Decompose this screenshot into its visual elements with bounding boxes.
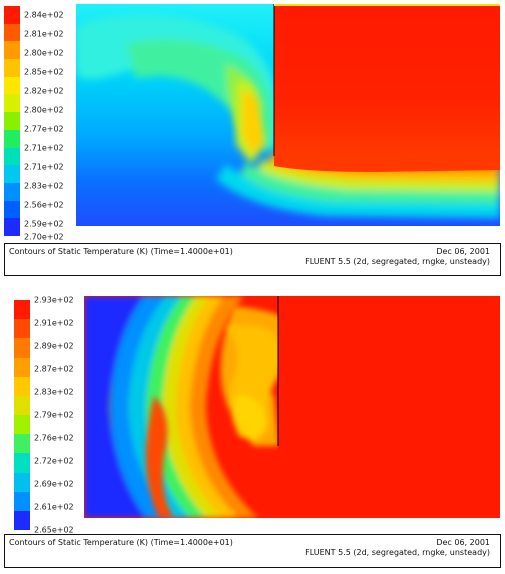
contour-figure-1: 2.84e+02 2.81e+02 2.80e+02 2.85e+02 2.82… — [0, 0, 505, 283]
legend-tick: 2.71e+02 — [24, 162, 64, 172]
caption-title: Contours of Static Temperature (K) (Time… — [9, 247, 233, 256]
legend-tick: 2.80e+02 — [24, 48, 64, 58]
hot-region-lower-edge — [274, 154, 500, 172]
legend-tick: 2.71e+02 — [24, 143, 64, 153]
contour-plot-area — [76, 4, 500, 226]
legend-tick: 2.80e+02 — [24, 105, 64, 115]
legend-tick: 2.81e+02 — [24, 29, 64, 39]
legend-tick: 2.69e+02 — [34, 479, 74, 489]
legend-tick: 2.83e+02 — [24, 181, 64, 191]
legend-tick: 2.91e+02 — [34, 318, 74, 328]
legend-tick: 2.65e+02 — [34, 525, 74, 535]
contour-plot-area — [84, 296, 500, 518]
legend-tick: 2.70e+02 — [24, 232, 64, 242]
color-legend-bar — [4, 6, 20, 236]
legend-tick: 2.79e+02 — [34, 410, 74, 420]
legend-tick: 2.76e+02 — [34, 433, 74, 443]
color-legend-bar — [14, 300, 30, 531]
hot-box — [278, 296, 500, 518]
caption-solver: FLUENT 5.5 (2d, segregated, rngke, unste… — [305, 257, 490, 266]
legend-tick: 2.87e+02 — [34, 364, 74, 374]
legend-tick: 2.72e+02 — [34, 456, 74, 466]
contour-figure-2: 2.93e+02 2.91e+02 2.89e+02 2.87e+02 2.83… — [0, 290, 505, 574]
legend-tick: 2.77e+02 — [24, 124, 64, 134]
legend-tick: 2.82e+02 — [24, 86, 64, 96]
legend-tick: 2.89e+02 — [34, 341, 74, 351]
legend-tick: 2.56e+02 — [24, 200, 64, 210]
legend-tick: 2.85e+02 — [24, 67, 64, 77]
contour-plot-svg — [76, 4, 500, 226]
hot-region — [274, 4, 500, 164]
caption-solver: FLUENT 5.5 (2d, segregated, rngke, unste… — [305, 548, 490, 557]
contour-plot-svg — [84, 296, 500, 518]
swirl-vortex — [145, 306, 299, 518]
legend-tick: 2.83e+02 — [34, 387, 74, 397]
legend-tick: 2.59e+02 — [24, 219, 64, 229]
caption-box: Contours of Static Temperature (K) (Time… — [4, 243, 501, 276]
caption-title: Contours of Static Temperature (K) (Time… — [9, 538, 233, 547]
caption-box: Contours of Static Temperature (K) (Time… — [4, 534, 501, 568]
legend-tick: 2.84e+02 — [24, 10, 64, 20]
plume — [236, 80, 266, 164]
legend-tick: 2.61e+02 — [34, 502, 74, 512]
caption-date: Dec 06, 2001 — [436, 247, 490, 256]
caption-date: Dec 06, 2001 — [436, 538, 490, 547]
legend-tick: 2.93e+02 — [34, 295, 74, 305]
